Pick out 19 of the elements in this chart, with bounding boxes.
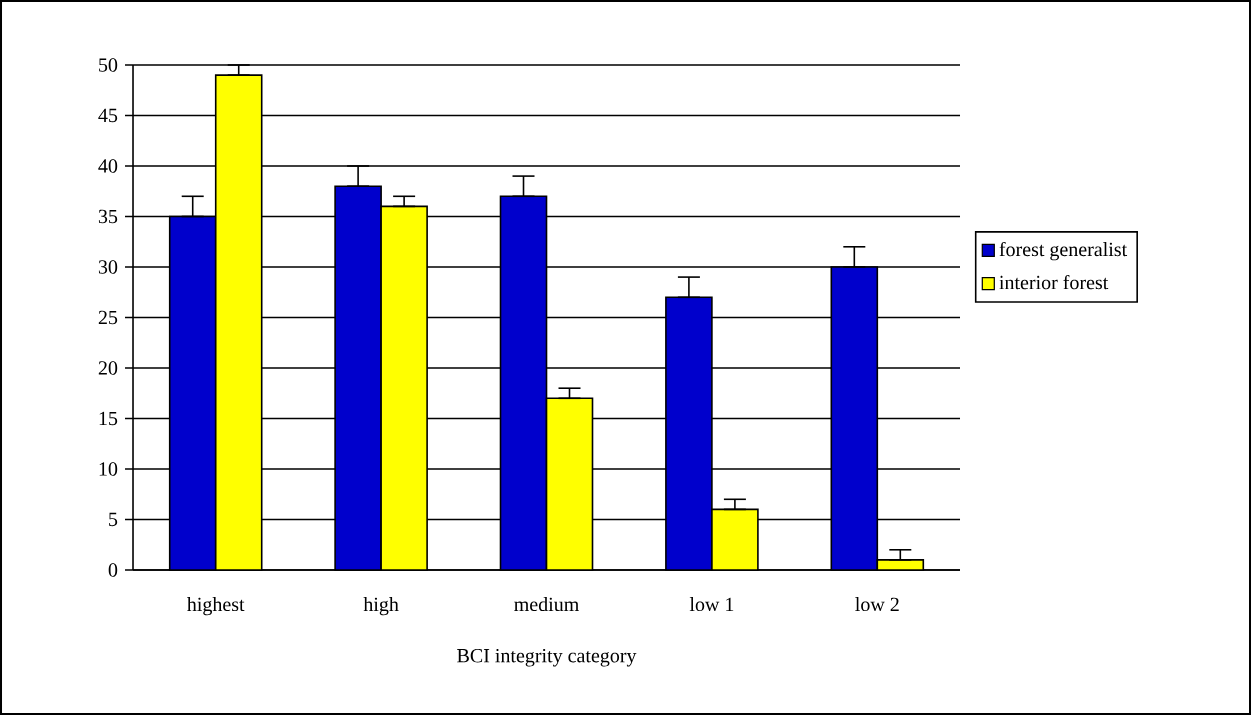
y-tick-label: 50 <box>99 58 118 72</box>
x-tick-label: medium <box>514 597 579 612</box>
y-tick-label: 10 <box>99 462 118 476</box>
x-axis-title: BCI integrity category <box>457 648 637 667</box>
y-tick-label: 20 <box>98 361 118 375</box>
y-tick-label: 15 <box>99 411 118 426</box>
x-tick-label: low 1 <box>689 597 734 612</box>
legend-label: forest generalist <box>999 241 1128 261</box>
y-tick-label: 45 <box>98 108 118 123</box>
x-tick-label: low 2 <box>855 597 899 612</box>
y-tick-label: 0 <box>108 563 118 577</box>
y-tick-label: 40 <box>98 159 118 173</box>
y-tick-label: 30 <box>98 260 118 274</box>
y-tick-label: 5 <box>109 512 118 527</box>
x-tick-label: high <box>363 597 399 616</box>
x-tick-label: highest <box>187 597 245 616</box>
legend-label: interior forest <box>999 274 1109 290</box>
y-tick-label: 35 <box>98 209 118 224</box>
y-tick-label: 25 <box>98 310 118 325</box>
